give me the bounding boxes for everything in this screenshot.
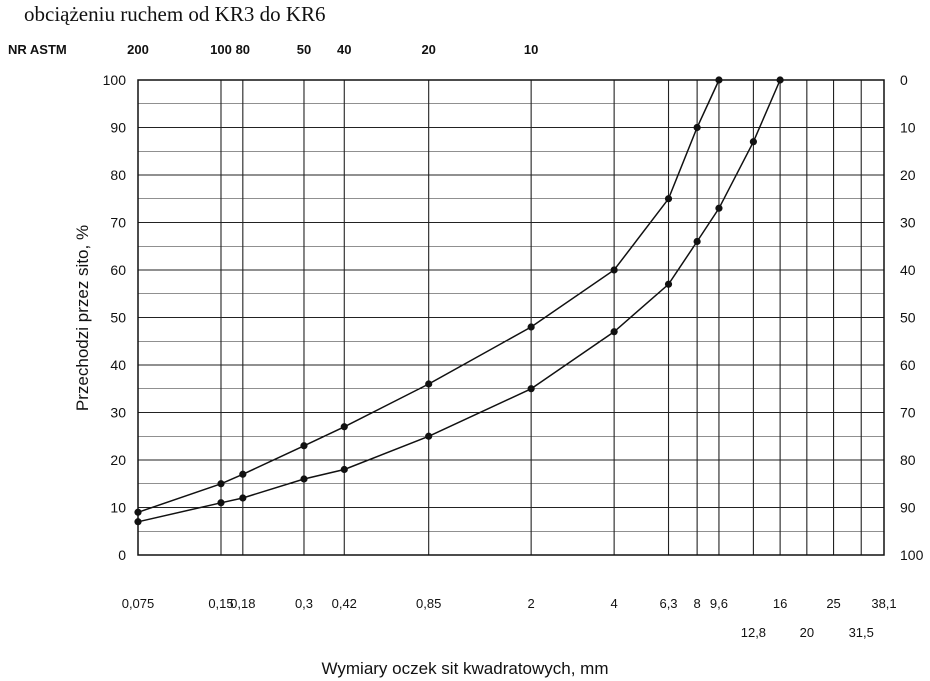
x-tick-label-row2: 12,8 (741, 625, 766, 640)
y-axis-title: Przechodzi przez sito, % (73, 225, 92, 411)
series-1-point (425, 380, 433, 388)
y-right-tick-label: 90 (900, 500, 916, 516)
x-tick-label: 4 (611, 596, 618, 611)
series-2-point (134, 518, 142, 526)
x-tick-label: 0,42 (332, 596, 357, 611)
series-2-point (239, 494, 247, 502)
y-tick-label: 50 (110, 310, 126, 326)
series-2-point (610, 328, 618, 336)
series-line-2 (137, 79, 781, 523)
y-tick-label: 80 (110, 167, 126, 183)
astm-tick-label: 40 (337, 42, 351, 57)
y-tick-label: 60 (110, 262, 126, 278)
y-tick-label: 90 (110, 120, 126, 136)
y-tick-label: 70 (110, 215, 126, 231)
x-tick-label: 0,3 (295, 596, 313, 611)
x-axis-title: Wymiary oczek sit kwadratowych, mm (321, 659, 608, 678)
x-tick-label: 0,15 (208, 596, 233, 611)
x-tick-label: 8 (694, 596, 701, 611)
y-right-tick-label: 100 (900, 547, 924, 563)
series-2-point (693, 237, 701, 246)
y-tick-label: 20 (110, 452, 126, 468)
astm-tick-label: 80 (236, 42, 250, 57)
x-tick-label: 0,075 (122, 596, 155, 611)
y-right-tick-label: 30 (900, 215, 916, 231)
astm-tick-label: 200 (127, 42, 149, 57)
y-axis-ticks: 0 10 20 30 40 50 60 70 80 90 100 (103, 72, 127, 563)
series-2-point (776, 76, 784, 84)
astm-axis-ticks: 200 100 80 50 40 20 10 (127, 42, 538, 57)
y-right-tick-label: 50 (900, 310, 916, 326)
chart-caption: obciążeniu ruchem od KR3 do KR6 (24, 2, 326, 26)
series-2-point (217, 499, 225, 507)
astm-label: NR ASTM (8, 42, 67, 57)
series-group (134, 76, 784, 526)
y-tick-label: 0 (118, 547, 126, 563)
x-tick-label: 2 (528, 596, 535, 611)
x-tick-label: 38,1 (871, 596, 896, 611)
minor-gridlines (138, 103, 884, 532)
y-right-tick-label: 70 (900, 405, 916, 421)
series-1-point (610, 266, 618, 274)
x-tick-label-row2: 20 (800, 625, 814, 640)
y-right-tick-label: 0 (900, 72, 908, 88)
y-right-tick-label: 40 (900, 262, 916, 278)
astm-tick-label: 20 (421, 42, 435, 57)
y-right-tick-label: 10 (900, 120, 916, 136)
series-2-point (715, 204, 723, 212)
x-tick-label: 6,3 (659, 596, 677, 611)
series-1-point (715, 76, 723, 84)
x-tick-label: 0,85 (416, 596, 441, 611)
y-tick-label: 100 (103, 72, 127, 88)
series-1-point (693, 123, 701, 132)
y-right-tick-label: 60 (900, 357, 916, 373)
y-tick-label: 10 (110, 500, 126, 516)
astm-tick-label: 50 (297, 42, 311, 57)
series-2-point (749, 138, 757, 146)
x-tick-label: 0,18 (230, 596, 255, 611)
series-1-point (217, 480, 225, 488)
astm-tick-label: 10 (524, 42, 538, 57)
y-tick-label: 40 (110, 357, 126, 373)
series-1-point (239, 470, 247, 478)
y-right-tick-label: 80 (900, 452, 916, 468)
astm-tick-label: 100 (210, 42, 232, 57)
x-tick-label: 9,6 (710, 596, 728, 611)
series-1-point (527, 323, 535, 331)
x-tick-label-row2: 31,5 (849, 625, 874, 640)
x-tick-label: 16 (773, 596, 787, 611)
x-axis-ticks: 0,075 0,150,18 0,3 0,42 0,85 2 4 6,3 8 9,6 16 25 38,… (122, 596, 897, 640)
y-right-tick-label: 20 (900, 167, 916, 183)
series-2-point (300, 475, 308, 483)
series-2-point (425, 432, 433, 440)
series-2-point (527, 385, 535, 393)
x-tick-label: 25 (826, 596, 840, 611)
series-2-point (664, 280, 673, 288)
series-1-point (340, 423, 348, 431)
series-2-point (340, 465, 348, 474)
plot-frame (137, 79, 885, 556)
series-1-point (134, 508, 142, 516)
series-1-point (300, 442, 308, 450)
y-tick-label: 30 (110, 405, 126, 421)
series-1-point (664, 195, 673, 203)
